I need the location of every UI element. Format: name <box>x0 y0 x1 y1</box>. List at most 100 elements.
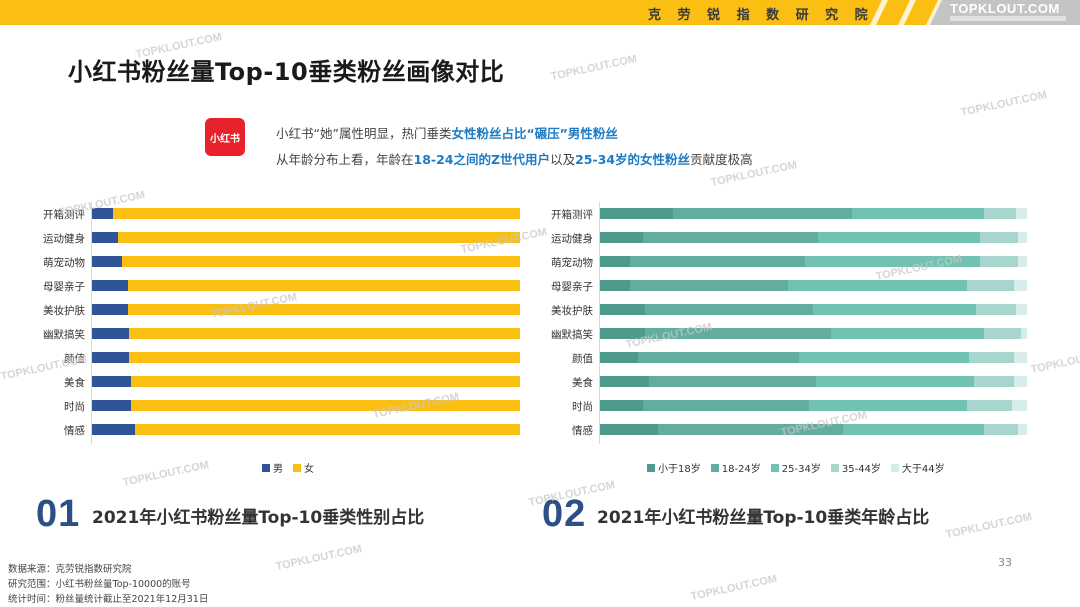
bar-segment <box>600 232 643 243</box>
bar-segment <box>92 424 135 435</box>
legend-label: 18-24岁 <box>721 464 761 475</box>
bar-segment <box>113 208 520 219</box>
legend-label: 男 <box>273 464 283 475</box>
bar-segment <box>1014 352 1027 363</box>
bar-row <box>600 376 1027 387</box>
bar-segment <box>649 376 816 387</box>
category-label: 美食 <box>64 377 85 389</box>
legend-item: 大于44岁 <box>890 460 945 475</box>
category-label: 母婴亲子 <box>551 281 593 293</box>
bar-segment <box>851 208 985 219</box>
category-label: 萌宠动物 <box>43 257 85 269</box>
bar-segment <box>967 400 1013 411</box>
bar-segment <box>817 232 980 243</box>
legend-item: 小于18岁 <box>647 460 701 475</box>
bar-segment <box>92 232 118 243</box>
bar-segment <box>813 304 976 315</box>
bar-segment <box>980 232 1019 243</box>
bar-segment <box>130 376 520 387</box>
category-label: 时尚 <box>572 401 593 413</box>
legend-item: 25-34岁 <box>770 460 821 475</box>
watermark: TOPKLOUT.COM <box>689 573 779 603</box>
watermark: TOPKLOUT.COM <box>959 89 1049 119</box>
bar-segment <box>92 352 130 363</box>
bar-row <box>92 304 520 315</box>
bar-segment <box>984 328 1021 339</box>
legend-swatch-icon <box>293 463 301 472</box>
section-title-2: 2021年小红书粉丝量Top-10垂类年龄占比 <box>597 508 930 528</box>
data-source: 数据来源：克劳锐指数研究院 <box>8 564 132 575</box>
legend-item: 女 <box>293 460 314 475</box>
category-label: 幽默搞笑 <box>551 329 593 341</box>
brand-name: 克 劳 锐 指 数 研 究 院 <box>648 8 874 23</box>
bar-segment <box>128 304 520 315</box>
bar-segment <box>657 424 844 435</box>
legend-swatch-icon <box>770 463 779 472</box>
bar-segment <box>804 256 980 267</box>
legend-label: 大于44岁 <box>901 464 945 475</box>
legend-label: 25-34岁 <box>781 464 821 475</box>
bar-row <box>92 256 520 267</box>
category-label: 母婴亲子 <box>43 281 85 293</box>
header-bar: 克 劳 锐 指 数 研 究 院 TOPKLOUT.COM <box>0 0 1080 25</box>
bar-row <box>92 376 520 387</box>
category-label: 美食 <box>572 377 593 389</box>
bar-segment <box>969 352 1015 363</box>
bar-segment <box>92 376 131 387</box>
insight-line-2: 从年龄分布上看，年龄在18-24之间的Z世代用户以及25-34岁的女性粉丝贡献度… <box>276 149 753 168</box>
bar-segment <box>984 208 1017 219</box>
legend-item: 35-44岁 <box>830 460 881 475</box>
bar-segment <box>830 328 985 339</box>
bar-row <box>600 328 1027 339</box>
bar-segment <box>1016 304 1027 315</box>
watermark: TOPKLOUT.COM <box>944 511 1034 541</box>
bar-row <box>92 232 520 243</box>
watermark: TOPKLOUT.COM <box>1029 346 1080 376</box>
insight-text: 贡献度极高 <box>690 152 753 167</box>
legend-swatch-icon <box>647 463 655 472</box>
bar-row <box>600 280 1027 291</box>
bar-row <box>600 352 1027 363</box>
section-title-1: 2021年小红书粉丝量Top-10垂类性别占比 <box>92 508 425 528</box>
bar-segment <box>843 424 985 435</box>
bar-row <box>92 352 520 363</box>
bar-segment <box>129 352 520 363</box>
insight-highlight: 女性粉丝占比“碾压”男性粉丝 <box>451 126 618 141</box>
bar-segment <box>967 280 1015 291</box>
bar-segment <box>600 400 643 411</box>
bar-segment <box>1018 424 1027 435</box>
bar-row <box>92 208 520 219</box>
bar-segment <box>629 256 805 267</box>
stat-period: 统计时间：粉丝量统计截止至2021年12月31日 <box>8 594 209 605</box>
bar-segment <box>1014 376 1027 387</box>
bar-segment <box>134 424 520 435</box>
bar-segment <box>92 208 114 219</box>
category-label: 运动健身 <box>43 233 85 245</box>
age-legend: 小于18岁 18-24岁 25-34岁 35-44岁 大于44岁 <box>647 460 955 475</box>
insight-text: 从年龄分布上看，年龄在 <box>276 152 414 167</box>
legend-swatch-icon <box>890 463 899 472</box>
category-label: 颜值 <box>64 353 85 365</box>
bar-segment <box>1014 280 1027 291</box>
bar-segment <box>600 256 630 267</box>
category-label: 美妆护肤 <box>43 305 85 317</box>
bar-segment <box>973 376 1015 387</box>
legend-label: 小于18岁 <box>658 464 701 475</box>
bar-row <box>92 400 520 411</box>
bar-segment <box>92 304 129 315</box>
bar-segment <box>1016 208 1027 219</box>
category-label: 时尚 <box>64 401 85 413</box>
insight-text: 以及 <box>550 152 576 167</box>
insight-highlight: 25-34岁的女性粉丝 <box>575 152 691 167</box>
bar-segment <box>815 376 974 387</box>
bar-segment <box>980 256 1019 267</box>
bar-segment <box>1012 400 1027 411</box>
watermark: TOPKLOUT.COM <box>121 459 211 489</box>
section-number-1: 01 <box>36 493 81 535</box>
category-label: 颜值 <box>572 353 593 365</box>
bar-segment <box>644 328 831 339</box>
domain-subtitle <box>950 16 1066 21</box>
research-scope: 研究范围：小红书粉丝量Top-10000的账号 <box>8 579 191 590</box>
legend-label: 女 <box>304 464 314 475</box>
bar-segment <box>121 256 520 267</box>
